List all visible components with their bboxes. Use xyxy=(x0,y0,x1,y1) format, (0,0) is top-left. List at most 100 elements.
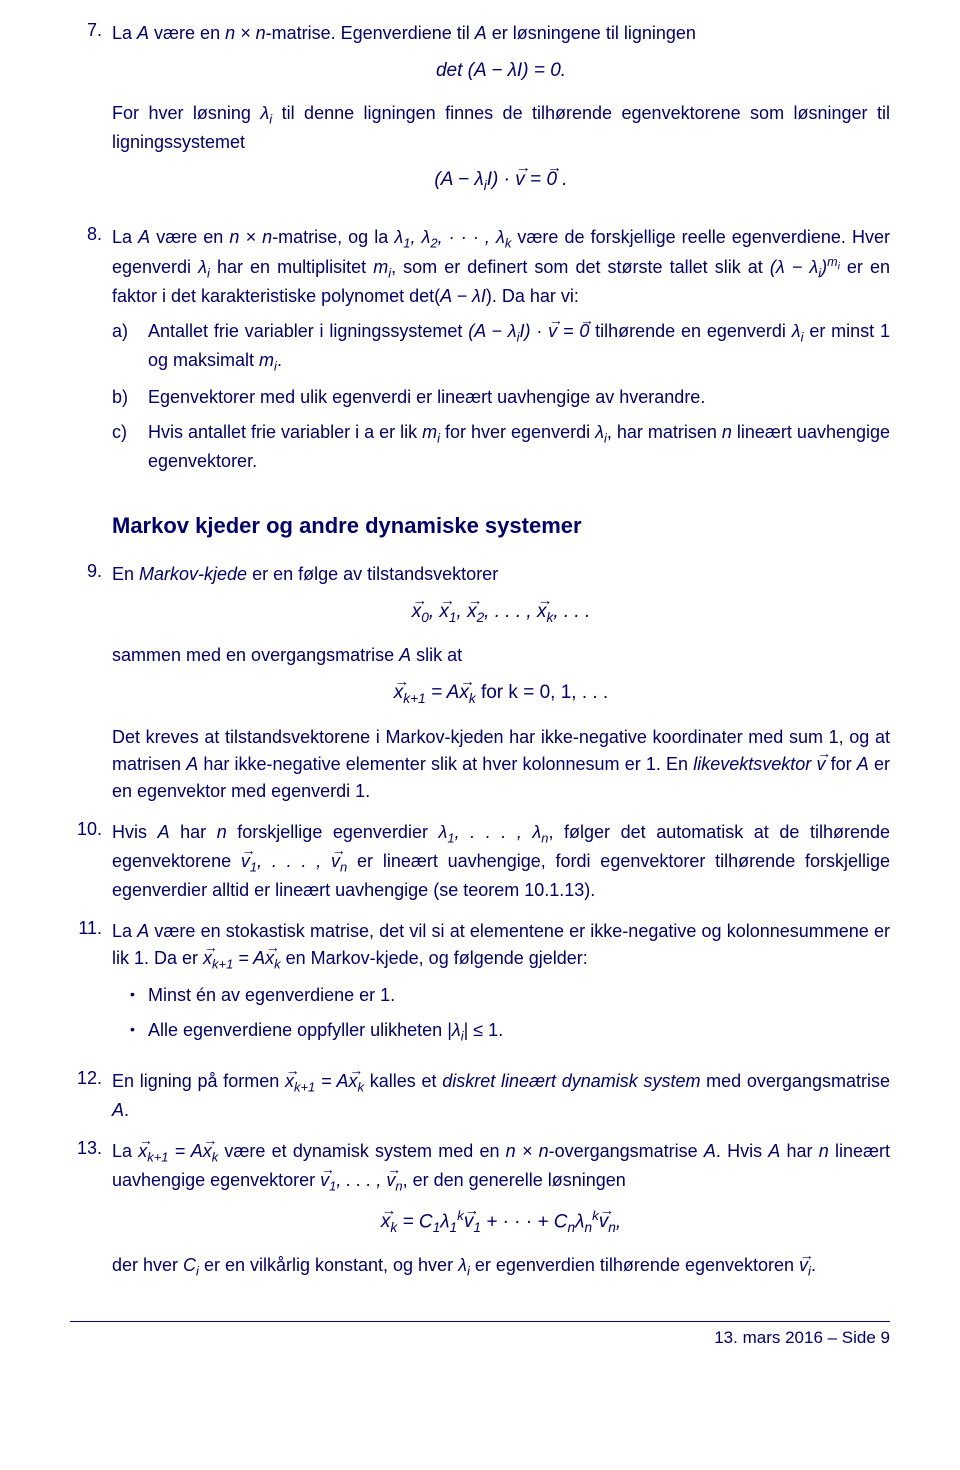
math-var: xk+1 = Axk xyxy=(138,1141,218,1161)
math-var: v1, . . . , vn xyxy=(241,851,347,871)
text: -matrise, og la xyxy=(272,227,394,247)
text: kalles et xyxy=(364,1071,442,1091)
eq-part: I) · xyxy=(487,169,516,190)
text: La xyxy=(112,921,137,941)
text: er en vilkårlig konstant, og hver xyxy=(199,1255,458,1275)
vector-zero: 0 xyxy=(546,166,557,195)
item-number: 11. xyxy=(70,918,112,1054)
term: Markov-kjede xyxy=(139,564,247,584)
text: Alle egenverdiene oppfyller ulikheten | xyxy=(148,1020,452,1040)
item-body: En ligning på formen xk+1 = Axk kalles e… xyxy=(112,1068,890,1124)
math-var: λ1, λ2, · · · , λk xyxy=(394,227,511,247)
equation: det (A − λI) = 0. xyxy=(112,57,890,86)
text: | ≤ 1. xyxy=(464,1020,504,1040)
equation: x0, x1, x2, . . . , xk, . . . xyxy=(112,598,890,628)
math-var: A xyxy=(158,822,170,842)
math-var: n xyxy=(819,1141,829,1161)
text: , har matrisen xyxy=(607,422,722,442)
subitem-body: Hvis antallet frie variabler i a er lik … xyxy=(148,419,890,475)
bullet-item: • Minst én av egenverdiene er 1. xyxy=(130,982,890,1009)
text: der hver xyxy=(112,1255,183,1275)
equation: (A − λiI) · v = 0 . xyxy=(112,166,890,196)
text: være et dynamisk system med en xyxy=(218,1141,505,1161)
text: har xyxy=(780,1141,818,1161)
text: være en xyxy=(150,227,229,247)
term: likevektsvektor xyxy=(693,754,811,774)
text: har en multiplisitet xyxy=(210,257,373,277)
math-var: n xyxy=(722,422,732,442)
vec-x: x xyxy=(459,679,469,708)
sub: 1 xyxy=(433,1220,441,1235)
vec-x: x xyxy=(381,1208,391,1237)
sub: 1 xyxy=(450,1220,458,1235)
vec-x: x xyxy=(394,679,404,708)
math-var: A xyxy=(704,1141,716,1161)
bullet-text: Alle egenverdiene oppfyller ulikheten |λ… xyxy=(148,1017,890,1046)
vec-x: x xyxy=(467,598,477,627)
item-number: 7. xyxy=(70,20,112,210)
sup: k xyxy=(457,1208,464,1223)
math-var: n × n xyxy=(229,227,272,247)
text: La xyxy=(112,227,138,247)
list-item-13: 13. La xk+1 = Axk være et dynamisk syste… xyxy=(70,1138,890,1282)
subitem-c: c) Hvis antallet frie variabler i a er l… xyxy=(112,419,890,475)
text: tilhørende en egenverdi xyxy=(589,321,791,341)
math-var: λi xyxy=(458,1255,470,1275)
math-var: v1, . . . , vn xyxy=(320,1170,402,1190)
list-item-10: 10. Hvis A har n forskjellige egenverdie… xyxy=(70,819,890,904)
item-number: 12. xyxy=(70,1068,112,1124)
math-var: A xyxy=(399,645,411,665)
math-var: (λ − λi)mi xyxy=(770,257,840,277)
text: sammen med en overgangsmatrise xyxy=(112,645,399,665)
list-item-12: 12. En ligning på formen xk+1 = Axk kall… xyxy=(70,1068,890,1124)
subitem-label: a) xyxy=(112,318,148,376)
math-var: xk+1 = Axk xyxy=(285,1071,364,1091)
subitem-body: Egenvektorer med ulik egenverdi er lineæ… xyxy=(148,384,890,411)
bullet-text: Minst én av egenverdiene er 1. xyxy=(148,982,890,1009)
text: slik at xyxy=(411,645,462,665)
vec-x: x xyxy=(439,598,449,627)
text: La xyxy=(112,1141,138,1161)
bullet-item: • Alle egenverdiene oppfyller ulikheten … xyxy=(130,1017,890,1046)
math-var: λi xyxy=(260,103,272,123)
item-body: La A være en stokastisk matrise, det vil… xyxy=(112,918,890,1054)
text: for hver egenverdi xyxy=(440,422,595,442)
text: er egenverdien tilhørende egenvektoren xyxy=(470,1255,799,1275)
text: har xyxy=(170,822,217,842)
section-heading: Markov kjeder og andre dynamiske systeme… xyxy=(112,513,890,539)
text: er løsningene til ligningen xyxy=(487,23,696,43)
math-var: vi xyxy=(799,1255,811,1275)
math-var: n × n xyxy=(506,1141,549,1161)
equation: xk+1 = Axk for k = 0, 1, . . . xyxy=(112,679,890,709)
text: -matrise. Egenverdiene til xyxy=(266,23,475,43)
math-var: (A − λiI) · v = 0 xyxy=(468,321,589,341)
subitem-body: Antallet frie variabler i ligningssystem… xyxy=(148,318,890,376)
eq-text: det (A − λI) = 0. xyxy=(436,60,566,81)
bullet-icon: • xyxy=(130,982,148,1009)
item-number: 13. xyxy=(70,1138,112,1282)
math-var: A xyxy=(137,921,149,941)
text: en Markov-kjede, og følgende gjelder: xyxy=(281,948,588,968)
eq-tail: for k = 0, 1, . . . xyxy=(476,682,609,703)
math-var: n xyxy=(217,822,227,842)
text: Hvis antallet frie variabler i a er lik xyxy=(148,422,422,442)
text: Antallet frie variabler i ligningssystem… xyxy=(148,321,468,341)
math-var: A xyxy=(768,1141,780,1161)
text: med overgangsmatrise xyxy=(700,1071,890,1091)
text: være en xyxy=(149,23,225,43)
vector-v: v xyxy=(515,166,525,195)
item-number: 9. xyxy=(70,561,112,805)
subitem-a: a) Antallet frie variabler i ligningssys… xyxy=(112,318,890,376)
item-body: Hvis A har n forskjellige egenverdier λ1… xyxy=(112,819,890,904)
sub: n xyxy=(568,1220,576,1235)
subitem-label: c) xyxy=(112,419,148,475)
math-var: A xyxy=(857,754,869,774)
math-var: Ci xyxy=(183,1255,199,1275)
item-number: 10. xyxy=(70,819,112,904)
vec-v: v xyxy=(464,1208,474,1237)
text: , som er definert som det største tallet… xyxy=(391,257,770,277)
sub: n xyxy=(584,1220,592,1235)
text: La xyxy=(112,23,137,43)
list-item-8: 8. La A være en n × n-matrise, og la λ1,… xyxy=(70,224,890,483)
math-var: A xyxy=(137,23,149,43)
